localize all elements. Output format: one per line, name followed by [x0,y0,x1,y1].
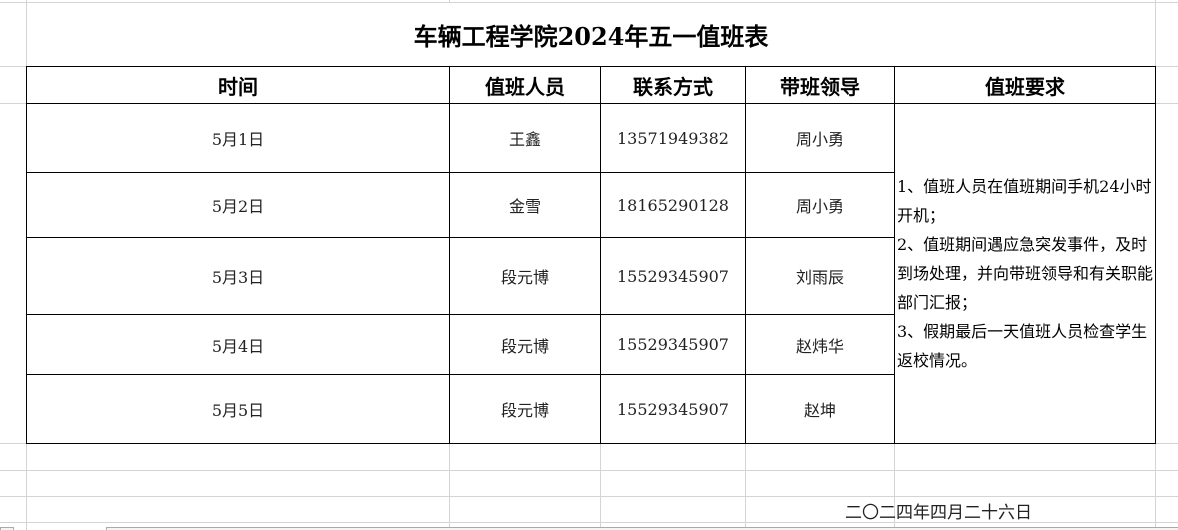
gridline [1155,0,1156,530]
date-cell[interactable]: 5月5日 [26,374,450,444]
table-row: 5月3日 段元博 15529345907 刘雨辰 [26,237,1156,315]
date-cell[interactable]: 5月2日 [26,172,450,238]
leader-cell[interactable]: 赵坤 [745,374,895,444]
staff-cell[interactable]: 段元博 [449,314,601,375]
table-row: 5月4日 段元博 15529345907 赵炜华 [26,314,1156,375]
leader-cell[interactable]: 周小勇 [745,172,895,238]
date-cell[interactable]: 5月4日 [26,314,450,375]
gridline [1156,103,1178,104]
requirements-cell[interactable]: 1、值班人员在值班期间手机24小时开机； 2、值班期间遇应急突发事件，及时到场处… [894,103,1156,444]
gridline [0,522,1178,523]
gridline [1156,66,1178,67]
requirement-item: 2、值班期间遇应急突发事件，及时到场处理，并向带班领导和有关职能部门汇报； [897,235,1154,312]
gridline [600,443,601,530]
leader-cell[interactable]: 周小勇 [745,103,895,173]
gridline [745,443,746,530]
gridline [0,470,1178,471]
date-cell[interactable]: 5月3日 [26,237,450,315]
header-time[interactable]: 时间 [26,66,450,104]
staff-cell[interactable]: 金雪 [449,172,601,238]
requirement-item: 3、假期最后一天值班人员检查学生返校情况。 [897,322,1148,370]
gridline [0,66,26,67]
staff-cell[interactable]: 王鑫 [449,103,601,173]
requirement-item: 1、值班人员在值班期间手机24小时开机； [897,177,1152,225]
phone-cell[interactable]: 15529345907 [600,314,746,375]
table-row: 5月2日 金雪 18165290128 周小勇 [26,172,1156,238]
gridline [0,2,1178,3]
header-leader[interactable]: 带班领导 [745,66,895,104]
page-title: 车辆工程学院2024年五一值班表 [413,22,769,51]
staff-cell[interactable]: 段元博 [449,237,601,315]
duty-table: 时间 值班人员 联系方式 带班领导 值班要求 5月1日 王鑫 135719493… [26,66,1156,444]
leader-cell[interactable]: 赵炜华 [745,314,895,375]
phone-cell[interactable]: 13571949382 [600,103,746,173]
header-row: 时间 值班人员 联系方式 带班领导 值班要求 [26,66,1156,104]
gridline [449,0,450,3]
phone-cell[interactable]: 18165290128 [600,172,746,238]
gridline [0,103,26,104]
staff-cell[interactable]: 段元博 [449,374,601,444]
sign-date: 二〇二四年四月二十六日 [845,503,1032,523]
header-staff[interactable]: 值班人员 [449,66,601,104]
table-row: 5月5日 段元博 15529345907 赵坤 [26,374,1156,444]
sheet-tab-area[interactable] [0,527,14,530]
header-requirements[interactable]: 值班要求 [894,66,1156,104]
phone-cell[interactable]: 15529345907 [600,237,746,315]
gridline [449,443,450,530]
gridline [0,496,1178,497]
gridline [894,443,895,530]
header-contact[interactable]: 联系方式 [600,66,746,104]
table-row: 5月1日 王鑫 13571949382 周小勇 1、值班人员在值班期间手机24小… [26,103,1156,444]
phone-cell[interactable]: 15529345907 [600,374,746,444]
leader-cell[interactable]: 刘雨辰 [745,237,895,315]
date-cell[interactable]: 5月1日 [26,103,450,173]
gridline [0,443,1178,444]
horizontal-scrollbar[interactable] [106,527,1178,530]
